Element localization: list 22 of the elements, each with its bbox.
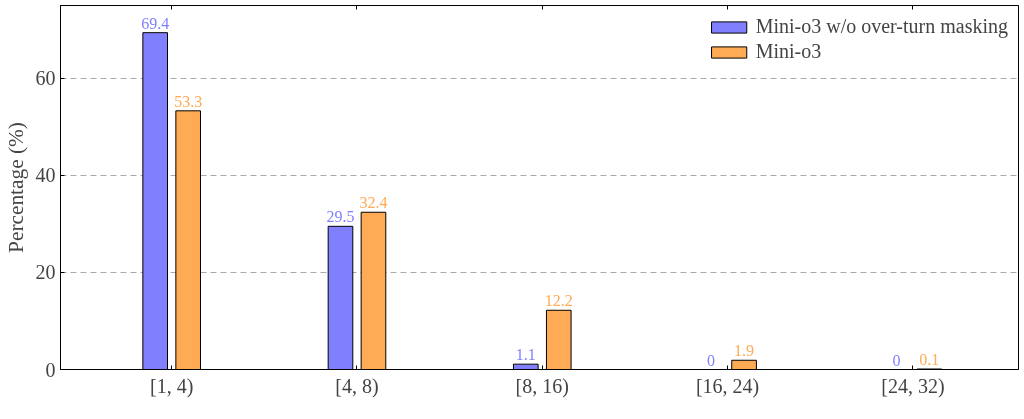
y-tick-label: 20 — [35, 261, 56, 284]
y-tick-label: 40 — [35, 164, 56, 187]
y-tick-label: 0 — [45, 358, 56, 381]
data-label: 0 — [707, 351, 716, 369]
x-tick-label: [1, 4) — [150, 374, 194, 398]
y-axis-title: Percentage (%) — [3, 122, 28, 253]
data-label: 32.4 — [359, 194, 388, 212]
data-label: 53.3 — [174, 92, 203, 110]
data-label: 1.1 — [515, 346, 536, 364]
x-tick-label: [24, 32) — [881, 374, 945, 398]
data-label: 69.4 — [141, 14, 170, 32]
x-tick-label: [4, 8) — [335, 374, 379, 398]
legend-label: Mini-o3 w/o over-turn masking — [755, 15, 1008, 38]
y-tick-label: 60 — [35, 67, 56, 90]
data-label: 29.5 — [326, 208, 355, 226]
data-label: 12.2 — [544, 292, 573, 310]
data-label: 0 — [892, 351, 901, 369]
data-label: 0.1 — [919, 351, 940, 369]
legend-label: Mini-o3 — [755, 40, 822, 63]
x-tick-label: [16, 24) — [695, 374, 760, 398]
x-tick-label: [8, 16) — [515, 374, 569, 398]
data-label: 1.9 — [734, 342, 755, 360]
